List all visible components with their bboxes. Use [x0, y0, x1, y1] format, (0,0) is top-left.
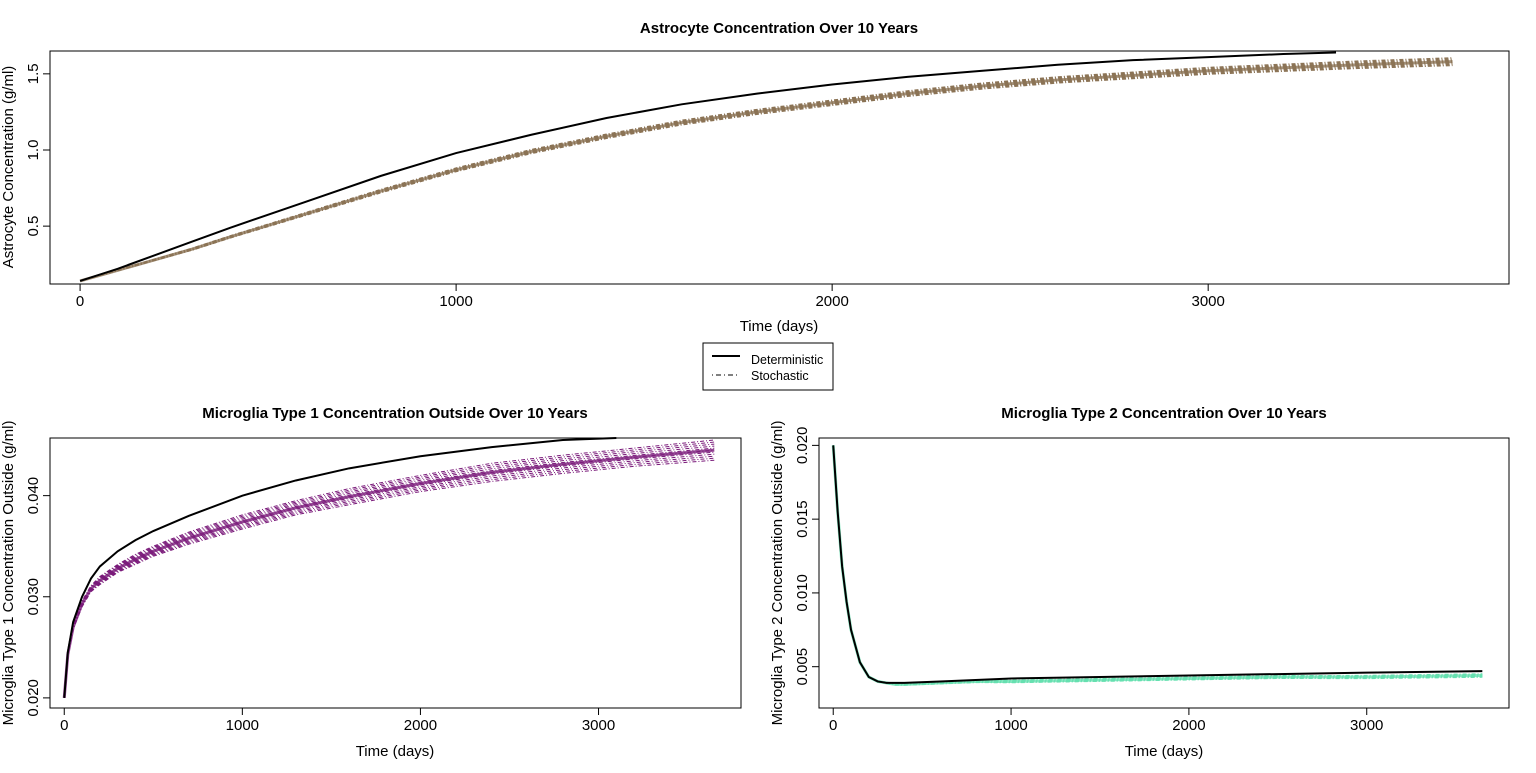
stochastic-series-line: [63, 447, 715, 698]
legend-label-deterministic: Deterministic: [751, 353, 823, 367]
legend-box: [702, 342, 834, 391]
x-tick-label: 3000: [582, 717, 615, 734]
x-axis-label: Time (days): [356, 743, 435, 760]
stochastic-series-line: [79, 62, 1453, 282]
stochastic-series-line: [832, 445, 1483, 686]
microglia-type2-chart: Microglia Type 2 Concentration Over 10 Y…: [769, 405, 1510, 760]
stochastic-series-line: [832, 445, 1483, 686]
deterministic-series-line: [79, 51, 1337, 282]
x-tick-label: 0: [76, 293, 84, 310]
x-tick-label: 0: [60, 717, 68, 734]
deterministic-series-line: [63, 437, 617, 698]
microglia-type1-chart: Microglia Type 1 Concentration Outside O…: [0, 405, 742, 760]
stochastic-series-line: [63, 453, 715, 698]
stochastic-series-line: [79, 64, 1453, 282]
stochastic-series-line: [832, 445, 1483, 685]
stochastic-series-line: [63, 445, 715, 698]
stochastic-series-line: [63, 451, 715, 698]
x-tick-label: 1000: [226, 717, 259, 734]
x-tick-label: 0: [829, 717, 837, 734]
x-tick-label: 3000: [1191, 293, 1224, 310]
y-tick-label: 0.015: [794, 500, 811, 538]
y-tick-label: 1.5: [25, 63, 42, 84]
y-tick-label: 1.0: [25, 140, 42, 161]
plot-frame: [49, 437, 742, 709]
y-tick-label: 0.010: [794, 574, 811, 612]
x-tick-label: 1000: [994, 717, 1027, 734]
x-tick-label: 2000: [815, 293, 848, 310]
y-tick-label: 0.020: [25, 679, 42, 717]
stochastic-series-center: [62, 448, 715, 699]
stochastic-series-line: [63, 441, 715, 698]
stochastic-series-line: [79, 57, 1453, 282]
y-tick-label: 0.005: [794, 648, 811, 686]
stochastic-series-line: [63, 457, 715, 698]
chart-title: Astrocyte Concentration Over 10 Years: [640, 20, 918, 37]
stochastic-series-line: [832, 445, 1483, 685]
astrocyte-chart: Astrocyte Concentration Over 10 Years 0 1…: [0, 20, 1510, 335]
stochastic-series-line: [79, 61, 1453, 282]
plot-frame: [818, 437, 1510, 709]
y-axis-label: Astrocyte Concentration (g/ml): [0, 66, 17, 269]
chart-title: Microglia Type 1 Concentration Outside O…: [202, 405, 587, 422]
stochastic-series-line: [832, 445, 1483, 686]
stochastic-series-line: [832, 445, 1483, 685]
chart-title: Microglia Type 2 Concentration Over 10 Y…: [1001, 405, 1326, 422]
stochastic-series-line: [79, 60, 1453, 282]
x-tick-label: 2000: [404, 717, 437, 734]
deterministic-series-line: [832, 445, 1483, 684]
x-axis-label: Time (days): [1125, 743, 1204, 760]
x-tick-label: 3000: [1350, 717, 1383, 734]
stochastic-series-line: [832, 445, 1483, 685]
y-axis-label: Microglia Type 2 Concentration Outside (…: [769, 421, 786, 726]
y-axis-label: Microglia Type 1 Concentration Outside (…: [0, 421, 17, 726]
x-axis-label: Time (days): [740, 318, 819, 335]
x-tick-label: 1000: [439, 293, 472, 310]
y-tick-label: 0.5: [25, 216, 42, 237]
stochastic-series-line: [79, 61, 1453, 282]
stochastic-series-line: [832, 445, 1483, 686]
legend-label-stochastic: Stochastic: [751, 369, 809, 383]
stochastic-series-line: [832, 445, 1483, 685]
stochastic-series-line: [63, 443, 715, 698]
y-tick-label: 0.030: [25, 578, 42, 616]
x-tick-label: 2000: [1172, 717, 1205, 734]
stochastic-series-line: [63, 439, 715, 698]
stochastic-series-center: [831, 445, 1483, 686]
stochastic-series-line: [832, 445, 1483, 686]
y-tick-label: 0.020: [794, 427, 811, 465]
stochastic-series-center: [79, 60, 1453, 283]
plot-frame: [49, 50, 1510, 285]
y-tick-label: 0.040: [25, 477, 42, 515]
legend: Deterministic Stochastic: [702, 342, 834, 391]
stochastic-series-line: [832, 445, 1483, 685]
stochastic-series-line: [79, 63, 1453, 282]
stochastic-series-line: [79, 65, 1453, 282]
stochastic-series-line: [63, 459, 715, 698]
